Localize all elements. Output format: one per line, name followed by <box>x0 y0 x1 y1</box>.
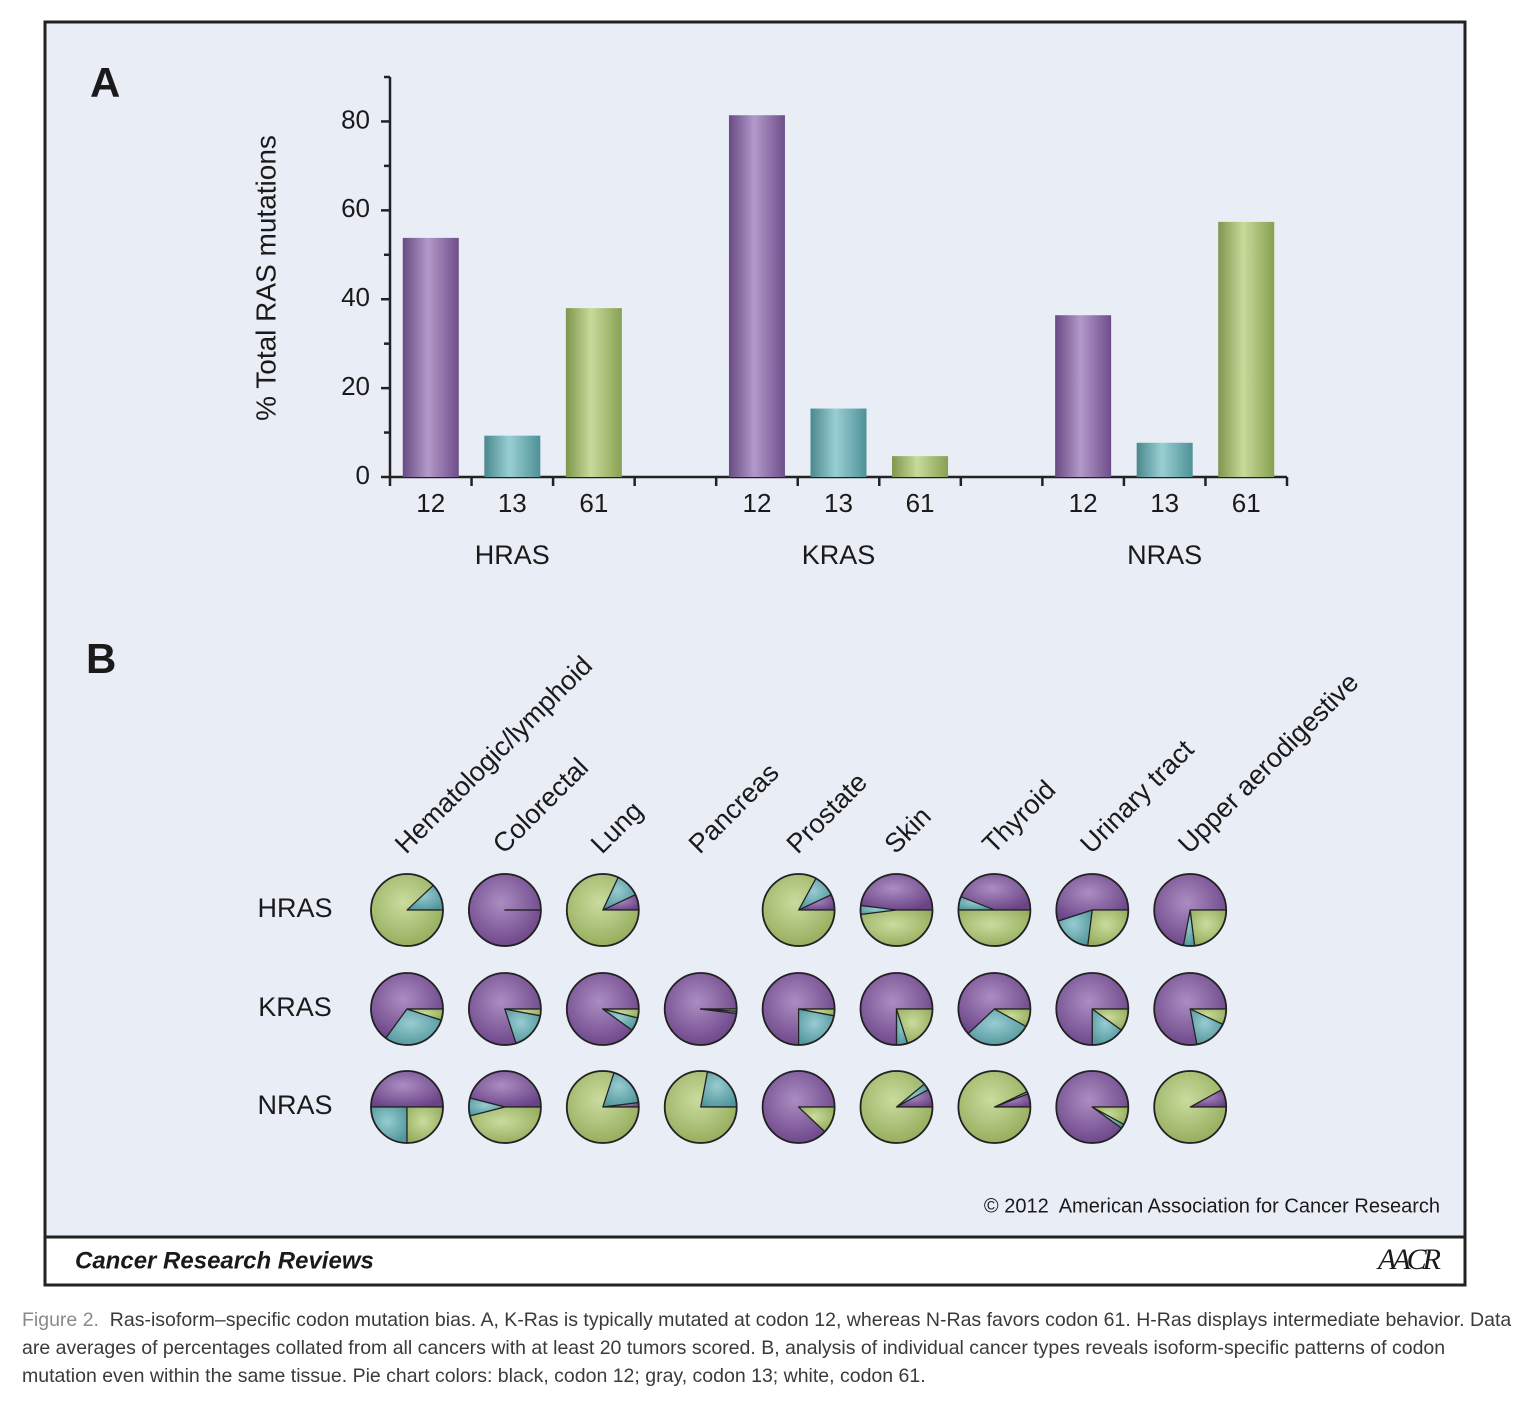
pie-outline <box>663 972 738 1046</box>
pie-outline <box>1055 1070 1130 1144</box>
group-label: NRAS <box>1127 540 1202 570</box>
x-tick-label: 13 <box>1150 488 1179 518</box>
y-axis-label: % Total RAS mutations <box>250 135 281 421</box>
bar <box>892 456 949 477</box>
pie-outline <box>370 873 444 947</box>
y-tick-label: 80 <box>341 104 370 134</box>
panel-label: B <box>86 635 116 682</box>
pie-outline <box>663 1070 738 1144</box>
row-label: HRAS <box>257 893 332 923</box>
x-tick-label: 61 <box>906 488 935 518</box>
bar <box>728 115 785 477</box>
y-tick-label: 40 <box>341 282 370 312</box>
pie-outline <box>1153 873 1228 947</box>
pie-outline <box>1153 972 1228 1046</box>
x-tick-label: 12 <box>416 488 445 518</box>
pie-outline <box>1055 873 1130 947</box>
pie-outline <box>1153 1070 1228 1144</box>
pie-outline <box>957 873 1032 947</box>
pie-outline <box>370 972 444 1046</box>
bar <box>1218 221 1275 477</box>
x-tick-label: 61 <box>579 488 608 518</box>
bar <box>1136 442 1193 477</box>
pie-outline <box>859 972 934 1046</box>
pie-outline <box>859 873 934 947</box>
figure: A B % Total RAS mutations © 2012 America… <box>43 20 1467 1287</box>
bar <box>565 308 622 477</box>
footer-band <box>43 1235 1467 1287</box>
pie-outline <box>761 972 836 1046</box>
bar-chart: 0 20 40 60 80 HRAS 12 13 61 KRAS 12 13 61 NRAS 12 13 61 <box>341 75 1289 570</box>
bar <box>402 237 459 477</box>
journal-name: Cancer Research Reviews <box>75 1247 374 1274</box>
pie-outline <box>467 1070 542 1144</box>
pie-outline <box>859 1070 934 1144</box>
x-tick-label: 12 <box>1069 488 1098 518</box>
pie-outline <box>957 1070 1032 1144</box>
y-tick-label: 20 <box>341 371 370 401</box>
copyright: © 2012 American Association for Cancer R… <box>984 1195 1440 1217</box>
x-tick-label: 61 <box>1232 488 1261 518</box>
pie-outline <box>761 1070 836 1144</box>
x-tick-label: 13 <box>498 488 527 518</box>
y-tick-label: 60 <box>341 193 370 223</box>
panel-label: A <box>90 59 120 106</box>
pie-outline <box>467 873 542 947</box>
logo: AACR <box>1376 1243 1441 1276</box>
y-tick-label: 0 <box>356 460 370 490</box>
pie-outline <box>370 1070 444 1144</box>
caption-text: Ras-isoform–specific codon mutation bias… <box>22 1309 1512 1387</box>
pie-outline <box>565 1070 640 1144</box>
x-tick-label: 13 <box>824 488 853 518</box>
pie-outline <box>565 873 640 947</box>
pie-outline <box>467 972 542 1046</box>
pie-outline <box>1055 972 1130 1046</box>
caption: Figure 2. Ras-isoform–specific codon mut… <box>22 1306 1514 1390</box>
bar <box>484 435 541 477</box>
group-label: KRAS <box>802 540 876 570</box>
row-label: KRAS <box>258 992 332 1022</box>
pie-outline <box>565 972 640 1046</box>
bar <box>810 408 867 477</box>
group-label: HRAS <box>475 540 550 570</box>
pie-outline <box>957 972 1032 1046</box>
pie-outline <box>761 873 836 947</box>
bar <box>1055 315 1112 477</box>
row-label: NRAS <box>257 1090 332 1120</box>
x-tick-label: 12 <box>742 488 771 518</box>
caption-label: Figure 2. <box>22 1309 99 1331</box>
